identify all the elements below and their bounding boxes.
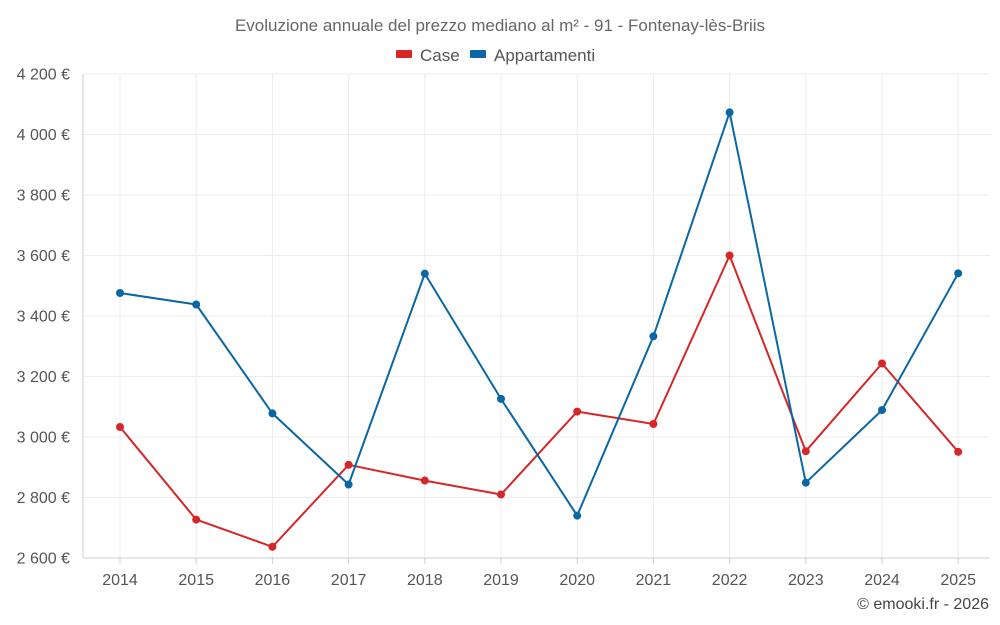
x-tick-label: 2015	[178, 572, 214, 589]
data-point-appartamenti[interactable]	[116, 289, 124, 298]
data-point-appartamenti[interactable]	[725, 108, 734, 117]
data-point-appartamenti[interactable]	[878, 406, 886, 415]
credit-text: © emooki.fr - 2026	[857, 596, 989, 613]
data-point-appartamenti[interactable]	[801, 478, 810, 487]
x-tick-label: 2020	[559, 572, 595, 589]
x-tick-label: 2019	[483, 572, 519, 589]
data-point-appartamenti[interactable]	[497, 394, 505, 403]
data-point-case[interactable]	[878, 359, 886, 368]
x-tick-label: 2021	[636, 572, 672, 589]
series-line-case	[119, 254, 959, 548]
legend-swatch-case	[396, 50, 412, 58]
x-tick-label: 2017	[331, 572, 367, 589]
data-point-case[interactable]	[801, 447, 810, 456]
data-point-case[interactable]	[725, 251, 734, 260]
y-tick-label: 4 200 €	[17, 67, 70, 84]
legend-item-appartamenti[interactable]: Appartamenti	[470, 46, 595, 65]
y-tick-label: 2 800 €	[17, 490, 70, 507]
data-point-case[interactable]	[268, 542, 277, 551]
x-tick-label: 2024	[864, 572, 900, 589]
series-appartamenti	[116, 108, 963, 520]
y-tick-label: 3 200 €	[17, 369, 70, 386]
data-point-appartamenti[interactable]	[649, 332, 658, 341]
legend-label-case: Case	[420, 46, 460, 65]
grid-layer	[83, 73, 990, 558]
data-point-appartamenti[interactable]	[192, 300, 201, 309]
series-layer	[116, 108, 963, 551]
data-point-case[interactable]	[420, 476, 429, 485]
data-point-case[interactable]	[116, 423, 124, 432]
data-point-case[interactable]	[497, 490, 505, 499]
y-tick-label: 3 800 €	[17, 188, 70, 205]
chart-title: Evoluzione annuale del prezzo mediano al…	[235, 16, 765, 35]
data-point-appartamenti[interactable]	[573, 511, 582, 520]
data-point-appartamenti[interactable]	[268, 409, 277, 418]
data-point-appartamenti[interactable]	[344, 480, 353, 489]
x-tick-label: 2023	[788, 572, 824, 589]
data-point-case[interactable]	[344, 460, 353, 469]
legend[interactable]: Case Appartamenti	[396, 46, 595, 65]
data-point-case[interactable]	[573, 407, 582, 416]
data-point-appartamenti[interactable]	[420, 269, 429, 278]
x-tick-label: 2025	[940, 572, 976, 589]
x-tick-label: 2014	[102, 572, 138, 589]
y-tick-label: 3 000 €	[17, 430, 70, 447]
y-tick-label: 4 000 €	[17, 127, 70, 144]
x-tick-label: 2022	[712, 572, 748, 589]
y-tick-label: 3 600 €	[17, 248, 70, 265]
axis-layer: 2 600 € 2 800 € 3 000 € 3 200 € 3 400 € 3 600…	[17, 67, 990, 589]
data-point-case[interactable]	[954, 447, 963, 456]
y-tick-label: 3 400 €	[17, 309, 70, 326]
series-case	[116, 251, 963, 551]
x-tick-label: 2016	[255, 572, 291, 589]
y-tick-label: 2 600 €	[17, 551, 70, 568]
data-point-appartamenti[interactable]	[954, 269, 963, 278]
legend-swatch-appartamenti	[470, 50, 486, 58]
legend-label-appartamenti: Appartamenti	[494, 46, 595, 65]
legend-item-case[interactable]: Case	[396, 46, 460, 65]
data-point-case[interactable]	[649, 419, 658, 428]
data-point-case[interactable]	[192, 515, 201, 524]
series-line-appartamenti	[119, 111, 960, 517]
x-tick-label: 2018	[407, 572, 443, 589]
